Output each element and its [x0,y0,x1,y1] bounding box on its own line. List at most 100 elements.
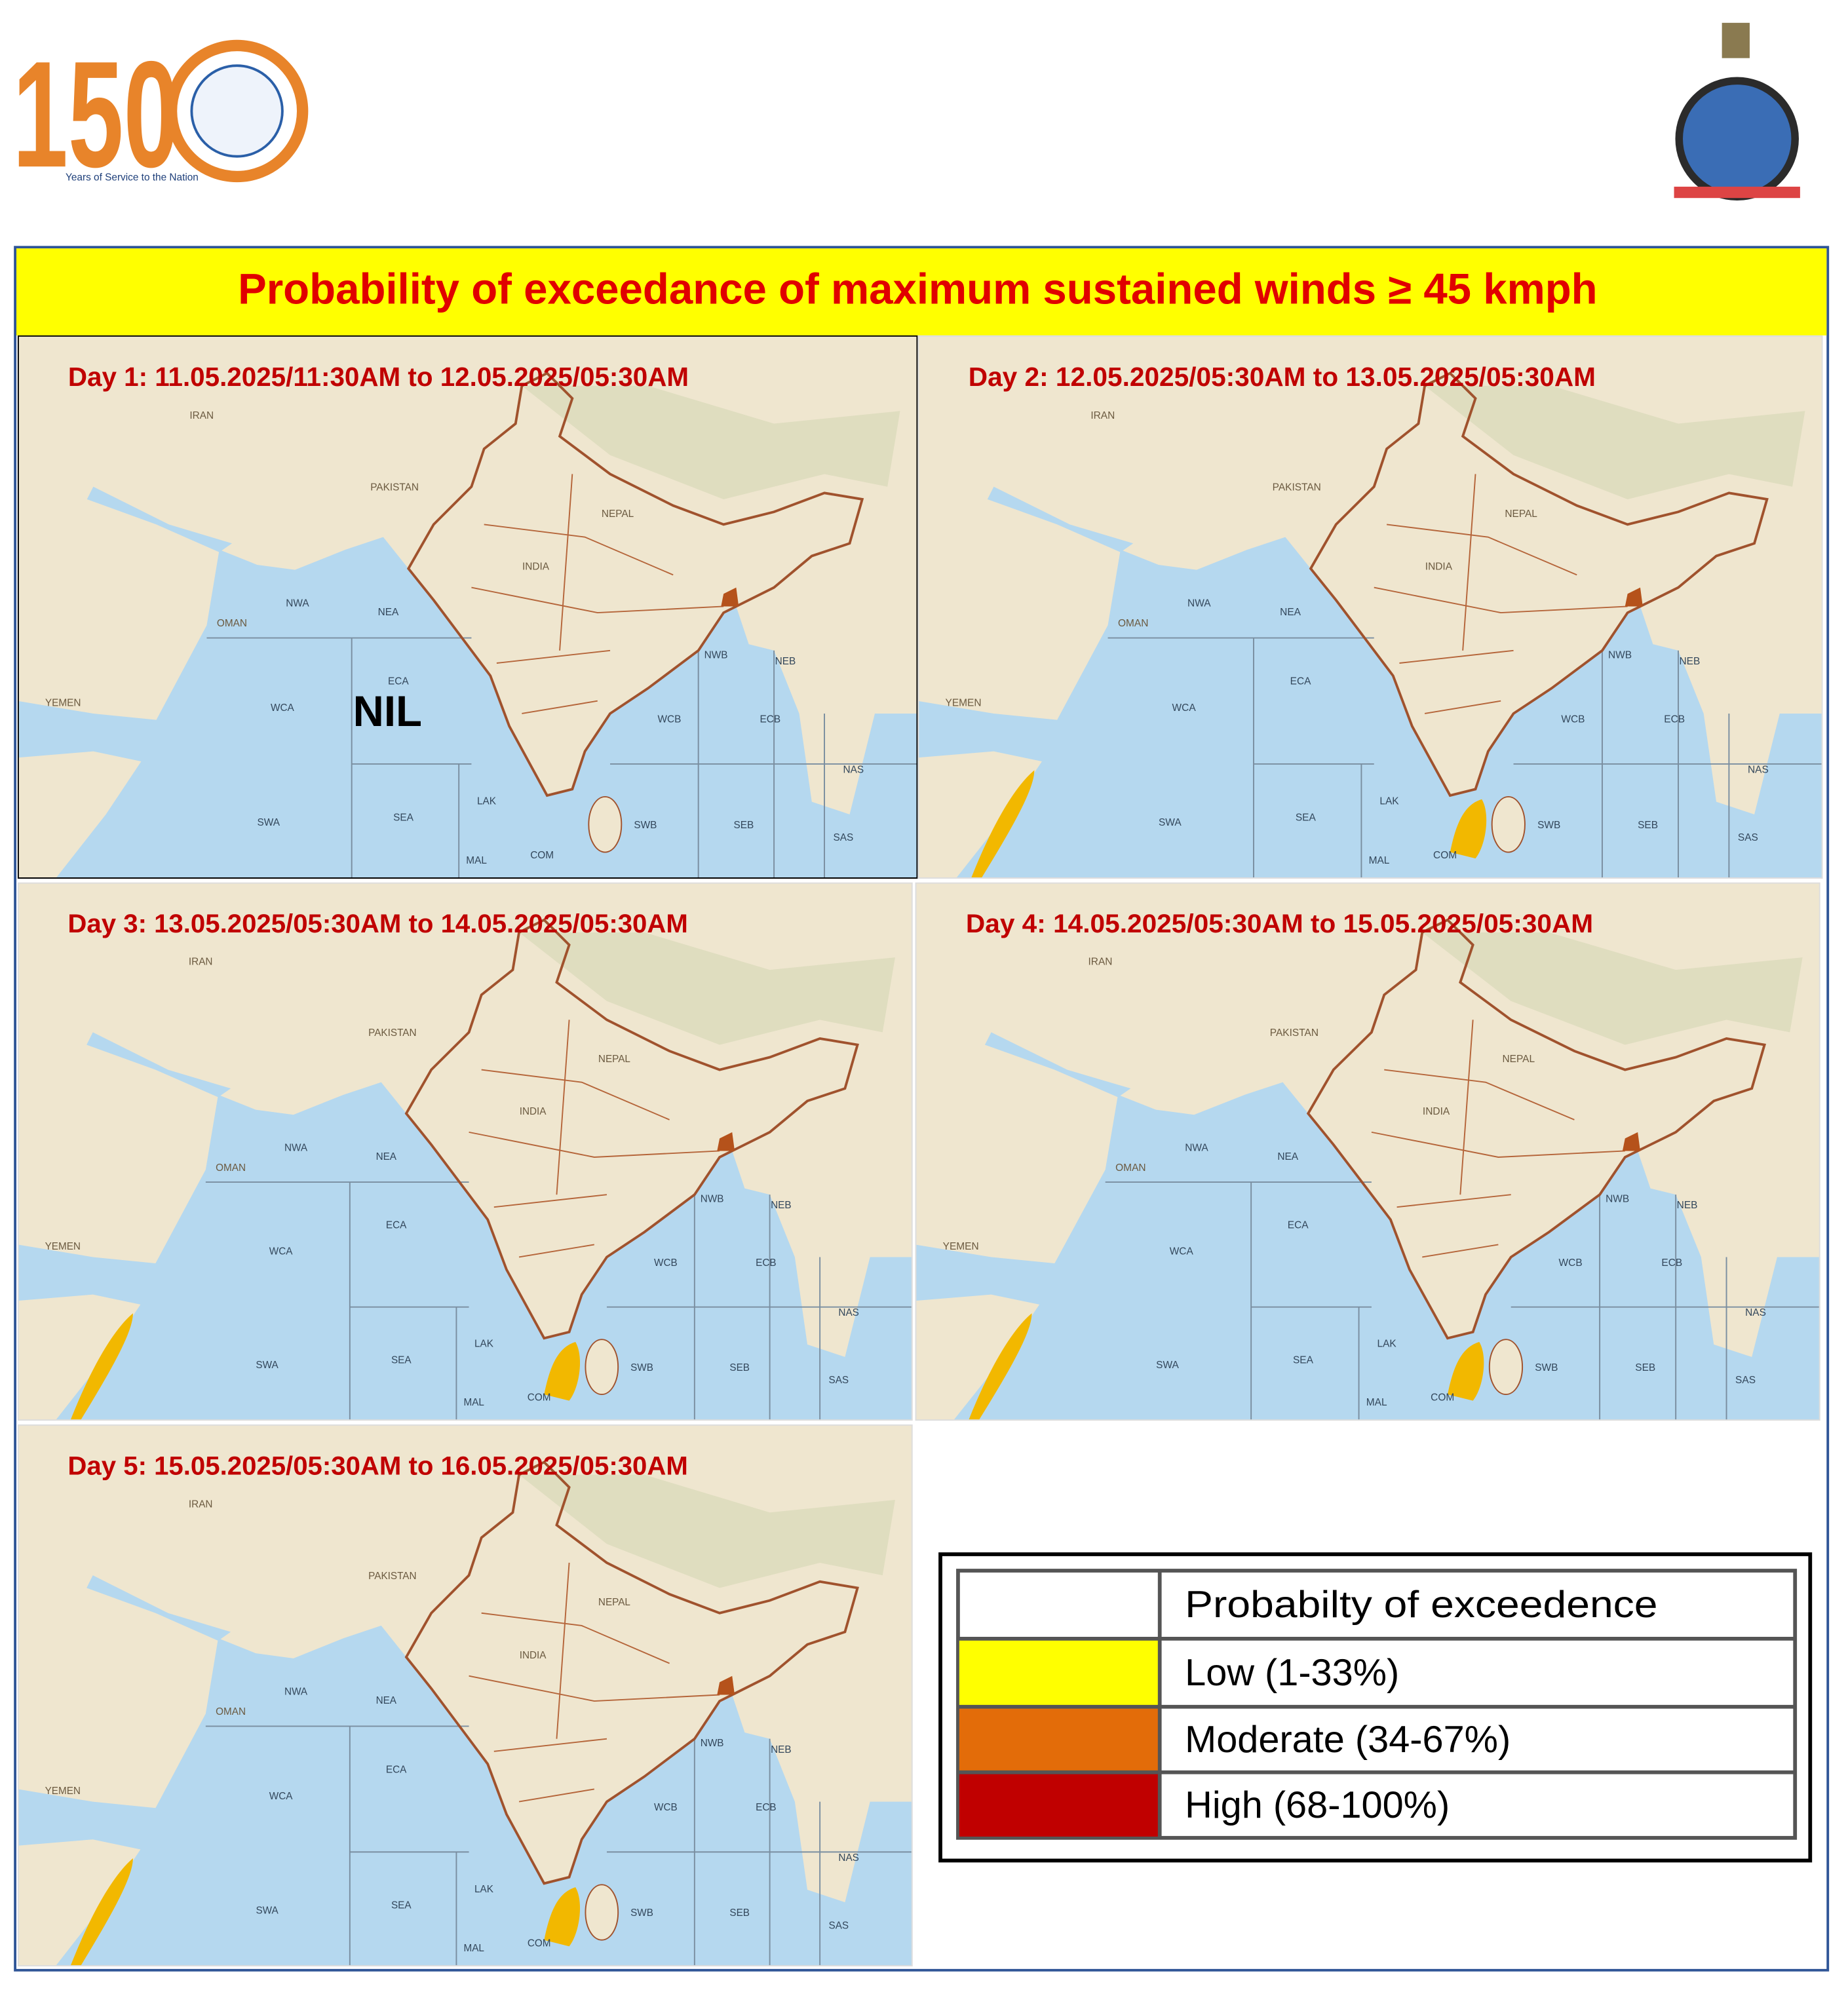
sri-lanka [585,1339,619,1396]
place-label: INDIA [520,1650,547,1661]
gulf [87,486,232,552]
state-boundary [471,586,724,614]
place-label: INDIA [1423,1106,1450,1117]
zone-label: NWA [1185,1143,1208,1154]
place-label: NEPAL [602,508,634,520]
state-boundary [493,1738,607,1752]
zone-label: NEA [1280,607,1301,618]
zone-label: SEB [734,820,754,831]
zone-label: NAS [1748,764,1769,775]
place-label: OMAN [216,1706,246,1717]
place-label: OMAN [1115,1162,1145,1174]
map-panel: NWA NEA ECA WCA SWA SEA LAK MAL COM SWB SEB WCB ECB N… [917,335,1823,879]
sri-lanka [588,795,623,853]
place-label: IRAN [1088,957,1112,968]
india-outline [404,1461,859,1885]
legend: Probabilty of exceedence Low (1-33%) Moder… [938,1552,1813,1863]
place-label: PAKISTAN [368,1027,416,1039]
zone-label: LAK [474,1884,494,1895]
himalaya-relief [1425,385,1805,499]
probability-area [70,1858,133,1967]
day-label: Day 3: 13.05.2025/05:30AM to 14.05.2025/… [67,909,687,938]
somalia-land [917,751,1042,879]
kolkata-mark [1622,1132,1640,1151]
zone-label: NWB [704,649,728,660]
zone-label: ECB [756,1257,776,1269]
zone-label: LAK [1379,795,1399,807]
probability-area [1447,1342,1484,1401]
place-label: INDIA [1425,562,1453,573]
state-boundary [469,1675,720,1702]
place-label: PAKISTAN [368,1571,416,1582]
zone-label: SAS [834,832,854,843]
sri-lanka [585,1884,619,1941]
map-panel: NWA NEA ECA WCA SWA SEA LAK MAL COM SWB SEB WCB ECB N… [17,335,918,879]
zone-label: SEB [729,1907,750,1919]
zone-label: WCA [1170,1246,1194,1257]
logo-number: 150 [12,29,179,199]
india-outline [406,372,864,797]
zone-label: WCA [269,1791,293,1802]
place-label: YEMEN [45,1786,81,1797]
india-outline [1309,372,1769,797]
zone-label: SAS [829,1920,849,1931]
imd-emblem [1674,22,1800,201]
sea [17,1082,913,1421]
day-label: Day 4: 14.05.2025/05:30AM to 15.05.2025/… [966,908,1593,938]
zone-label: SWB [630,1907,653,1919]
probability-area [968,1313,1032,1421]
place-label: YEMEN [45,697,81,708]
zone-label: SEA [1296,813,1317,824]
zone-label: SEB [1638,820,1658,831]
day-label: Day 2: 12.05.2025/05:30AM to 13.05.2025/… [969,362,1596,392]
probability-area [971,770,1035,879]
gulf [87,1575,231,1641]
kolkata-mark [721,587,739,607]
place-label: NEPAL [1502,1054,1535,1065]
legend-swatch [957,1637,1161,1708]
zone-label: SEB [729,1362,750,1373]
zone-label: WCA [269,1246,294,1257]
map-panel: NWA NEA ECA WCA SWA SEA LAK MAL COM SWB SEB WCB ECB N… [17,882,913,1421]
gulf [987,486,1134,552]
sri-lanka [1491,795,1526,853]
probability-area [70,1313,133,1421]
zone-label: SEA [391,1900,412,1911]
zone-label: WCA [271,702,295,714]
zone-label: NAS [843,764,864,775]
somalia-land [17,1839,141,1967]
zone-label: SWA [258,817,280,828]
himalaya-relief [522,385,900,499]
map-panel: NWA NEA ECA WCA SWA SEA LAK MAL COM SWB SEB WCB ECB N… [17,1424,913,1967]
zone-label: NWA [286,598,309,609]
panels: NWA NEA ECA WCA SWA SEA LAK MAL COM SWB SEB WCB ECB N… [17,335,1823,1967]
place-label: PAKISTAN [1273,482,1321,493]
gulf [87,1032,231,1098]
zone-label: MAL [1369,855,1390,866]
zone-label: ECB [1664,714,1685,725]
sea [915,1082,1820,1421]
state-boundary [1386,524,1577,576]
zone-label: ECB [756,1802,776,1813]
sea [917,537,1823,879]
place-label: IRAN [189,1499,213,1510]
place-label: NEPAL [1505,508,1537,520]
zone-label: SWA [256,1360,279,1371]
zone-label: COM [530,850,554,861]
zone-label: SEA [1293,1355,1314,1366]
zone-label: ECA [1288,1220,1309,1231]
state-boundary [496,649,611,664]
place-label: IRAN [1090,410,1115,421]
zone-label: NAS [838,1307,858,1318]
zone-label: WCA [1172,702,1197,714]
zone-label: SAS [829,1375,849,1386]
zone-label: NEA [378,607,399,618]
probability-area [544,1342,581,1401]
zone-label: SEA [393,812,414,823]
himalaya-relief [1422,932,1803,1045]
state-boundary [518,1788,594,1803]
zone-label: SWB [1535,1362,1558,1373]
zone-label: WCB [657,714,681,725]
zone-label: MAL [466,855,487,866]
